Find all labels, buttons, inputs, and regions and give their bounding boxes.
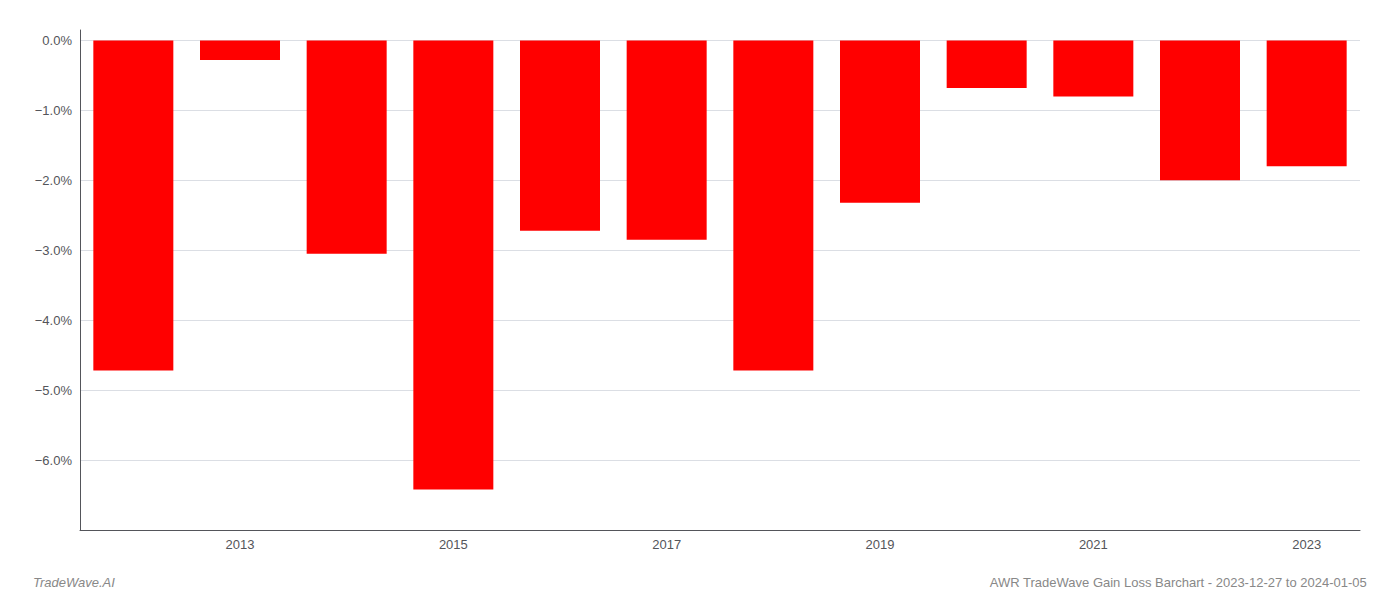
- svg-text:2023: 2023: [1292, 537, 1321, 552]
- svg-text:−4.0%: −4.0%: [35, 313, 73, 328]
- svg-text:0.0%: 0.0%: [42, 33, 72, 48]
- svg-text:−2.0%: −2.0%: [35, 173, 73, 188]
- svg-text:2017: 2017: [652, 537, 681, 552]
- svg-text:AWR TradeWave Gain Loss Barcha: AWR TradeWave Gain Loss Barchart - 2023-…: [990, 575, 1367, 590]
- svg-text:2019: 2019: [866, 537, 895, 552]
- svg-text:2015: 2015: [439, 537, 468, 552]
- svg-text:TradeWave.AI: TradeWave.AI: [33, 575, 115, 590]
- svg-text:2013: 2013: [226, 537, 255, 552]
- svg-text:−5.0%: −5.0%: [35, 383, 73, 398]
- svg-text:−1.0%: −1.0%: [35, 103, 73, 118]
- svg-text:2021: 2021: [1079, 537, 1108, 552]
- svg-text:−3.0%: −3.0%: [35, 243, 73, 258]
- svg-text:−6.0%: −6.0%: [35, 453, 73, 468]
